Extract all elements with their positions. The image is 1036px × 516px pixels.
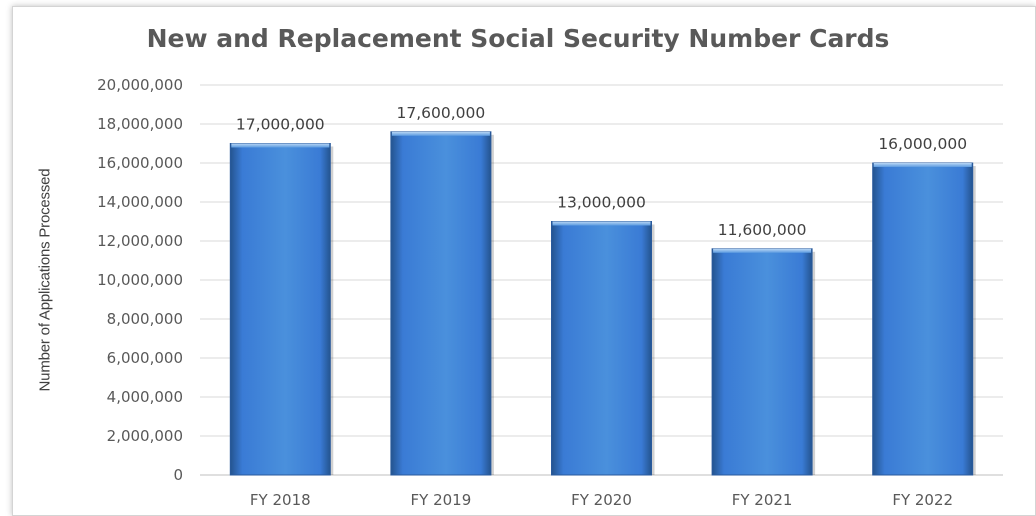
y-tick-label: 6,000,000 <box>107 349 183 367</box>
y-tick-label: 12,000,000 <box>97 232 183 250</box>
bar-cap <box>231 143 330 148</box>
bar <box>390 131 492 476</box>
data-label: 17,600,000 <box>397 104 486 122</box>
data-label: 11,600,000 <box>718 221 807 239</box>
bar-cap <box>873 163 972 167</box>
bar-cap <box>552 221 651 226</box>
y-tick-label: 18,000,000 <box>97 115 183 133</box>
bars <box>229 131 976 476</box>
x-tick-label: FY 2022 <box>892 491 953 509</box>
bar <box>872 162 974 476</box>
y-tick-label: 2,000,000 <box>107 427 183 445</box>
chart-frame <box>12 6 1036 516</box>
x-tick-label: FY 2019 <box>411 491 472 509</box>
y-tick-label: 4,000,000 <box>107 388 183 406</box>
y-tick-label: 8,000,000 <box>107 310 183 328</box>
data-label: 16,000,000 <box>878 135 967 153</box>
bar <box>551 221 652 476</box>
bar <box>229 143 331 476</box>
y-tick-labels: 0 2,000,000 4,000,000 6,000,000 8,000,000 10,… <box>97 76 183 484</box>
x-tick-label: FY 2021 <box>732 491 793 509</box>
bar-cap <box>391 131 490 136</box>
data-label: 13,000,000 <box>557 194 646 212</box>
data-label: 17,000,000 <box>236 116 325 134</box>
chart-title: New and Replacement Social Security Numb… <box>146 24 890 53</box>
y-tick-label: 0 <box>173 466 183 484</box>
x-tick-labels: FY 2018 FY 2019 FY 2020 FY 2021 FY 2022 <box>250 491 953 509</box>
y-tick-label: 10,000,000 <box>97 271 183 289</box>
y-tick-label: 16,000,000 <box>97 154 183 172</box>
bar-cap <box>713 248 812 253</box>
bar <box>711 248 813 476</box>
data-labels: 17,000,000 17,600,000 13,000,000 11,600,000… <box>236 104 967 239</box>
y-tick-label: 20,000,000 <box>97 76 183 94</box>
y-tick-label: 14,000,000 <box>97 193 183 211</box>
x-tick-label: FY 2018 <box>250 491 311 509</box>
x-tick-label: FY 2020 <box>571 491 632 509</box>
